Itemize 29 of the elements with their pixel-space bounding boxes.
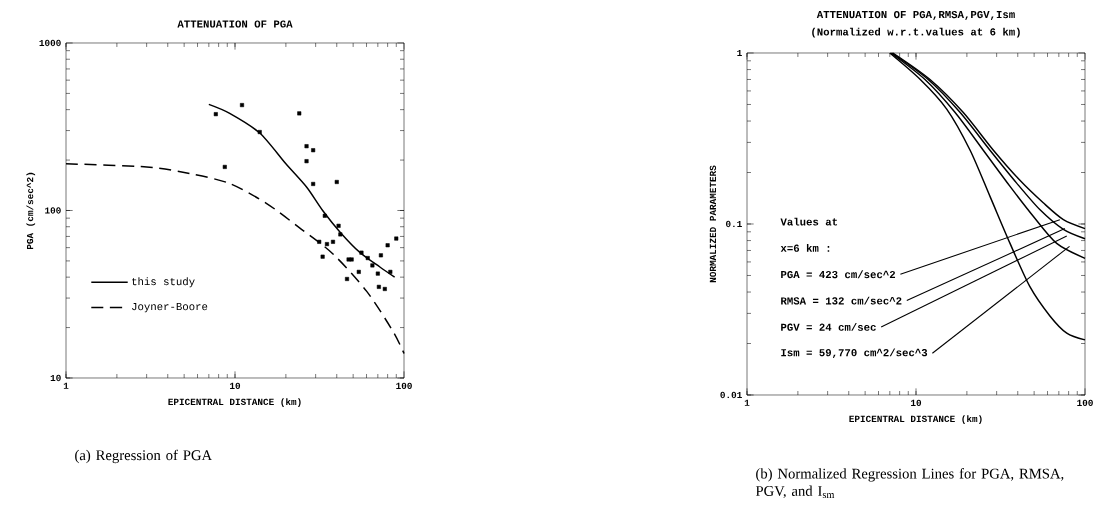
x-tick-label: 100	[396, 382, 412, 390]
chart-subtitle: (Normalized w.r.t.values at 6 km)	[812, 27, 1020, 38]
annotation: Ism = 59,770 cm^2/sec^3	[781, 348, 928, 359]
x-axis-title: EPICENTRAL DISTANCE (km)	[849, 415, 982, 424]
y-tick-label: 0.1	[726, 220, 742, 228]
y-axis-title: PGA (cm/sec^2)	[26, 172, 36, 250]
x-tick-label: 1	[744, 399, 750, 406]
text: (b) Normalized Regression Lines for PGA, RMSA, PGV, and I$_{sm}$	[755, 468, 1064, 499]
chart-title: ATTENUATION OF PGA,RMSA,PGV,Ism	[816, 10, 1015, 20]
y-tick-label: 10	[50, 374, 61, 382]
x-tick-label: 10	[911, 399, 922, 407]
x-axis-title: EPICENTRAL DISTANCE (km)	[168, 398, 301, 407]
x-tick-label: 10	[230, 382, 241, 390]
y-axis-title: NORMALIZED PARAMETERS	[709, 165, 717, 283]
x-tick-label: 100	[1077, 399, 1093, 407]
y-tick-label: 1	[737, 49, 742, 57]
annotation: x=6 km :	[780, 244, 830, 252]
y-tick-label: 0.01	[720, 391, 742, 399]
annotation: PGA = 423 cm/sec^2	[781, 270, 896, 279]
annotation: RMSA = 132 cm/sec^2	[781, 296, 902, 305]
annotation: PGV = 24 cm/sec	[781, 323, 876, 331]
legend-label: Joyner-Boore	[132, 303, 208, 313]
chart-title: ATTENUATION OF PGA	[177, 20, 293, 28]
text: (a) Regression of PGA	[75, 449, 213, 464]
y-tick-label: 1000	[39, 39, 61, 47]
annotation: Values at	[780, 217, 838, 226]
y-tick-label: 100	[45, 207, 61, 214]
legend-label: this study	[132, 277, 195, 288]
x-tick-label: 1	[63, 382, 69, 389]
